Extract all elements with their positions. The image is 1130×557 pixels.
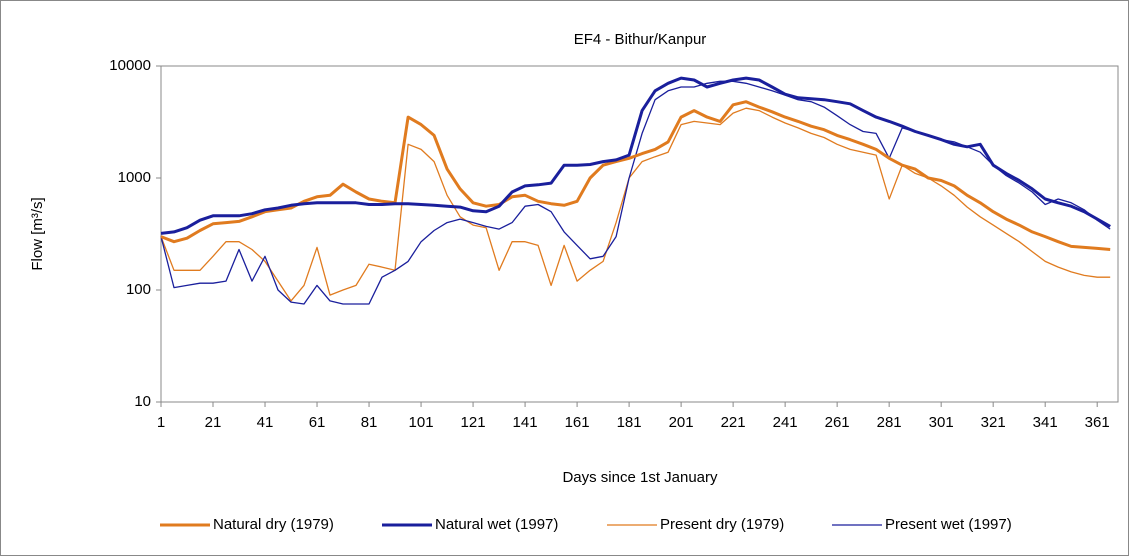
x-tick-label: 201 <box>669 414 694 431</box>
plot-area <box>160 65 1119 403</box>
legend-label: Present wet (1997) <box>885 516 1012 533</box>
legend-label: Natural dry (1979) <box>213 516 334 533</box>
x-tick-label: 221 <box>721 414 746 431</box>
x-tick-label: 121 <box>461 414 486 431</box>
legend-label: Natural wet (1997) <box>435 516 558 533</box>
x-tick-label: 281 <box>877 414 902 431</box>
legend-label: Present dry (1979) <box>660 516 784 533</box>
y-tick-label: 10000 <box>109 57 151 74</box>
x-tick-label: 61 <box>309 414 326 431</box>
x-axis-label: Days since 1st January <box>562 469 718 486</box>
x-tick-label: 261 <box>825 414 850 431</box>
x-tick-label: 141 <box>513 414 538 431</box>
x-tick-label: 81 <box>361 414 378 431</box>
x-tick-label: 1 <box>157 414 165 431</box>
series-line <box>160 76 1111 235</box>
x-tick-label: 241 <box>773 414 798 431</box>
x-tick-label: 301 <box>929 414 954 431</box>
x-tick-label: 361 <box>1085 414 1110 431</box>
series-line <box>160 107 1111 302</box>
y-tick-label: 1000 <box>118 169 151 186</box>
x-tick-label: 101 <box>409 414 434 431</box>
x-tick-label: 181 <box>617 414 642 431</box>
x-tick-label: 41 <box>257 414 274 431</box>
x-tick-label: 21 <box>205 414 222 431</box>
chart-title: EF4 - Bithur/Kanpur <box>574 31 707 48</box>
y-axis-label: Flow [m³/s] <box>29 197 46 270</box>
x-tick-label: 161 <box>565 414 590 431</box>
y-tick-label: 100 <box>126 281 151 298</box>
x-tick-label: 341 <box>1033 414 1058 431</box>
x-tick-label: 321 <box>981 414 1006 431</box>
y-tick-label: 10 <box>134 393 151 410</box>
series-line <box>160 100 1111 251</box>
